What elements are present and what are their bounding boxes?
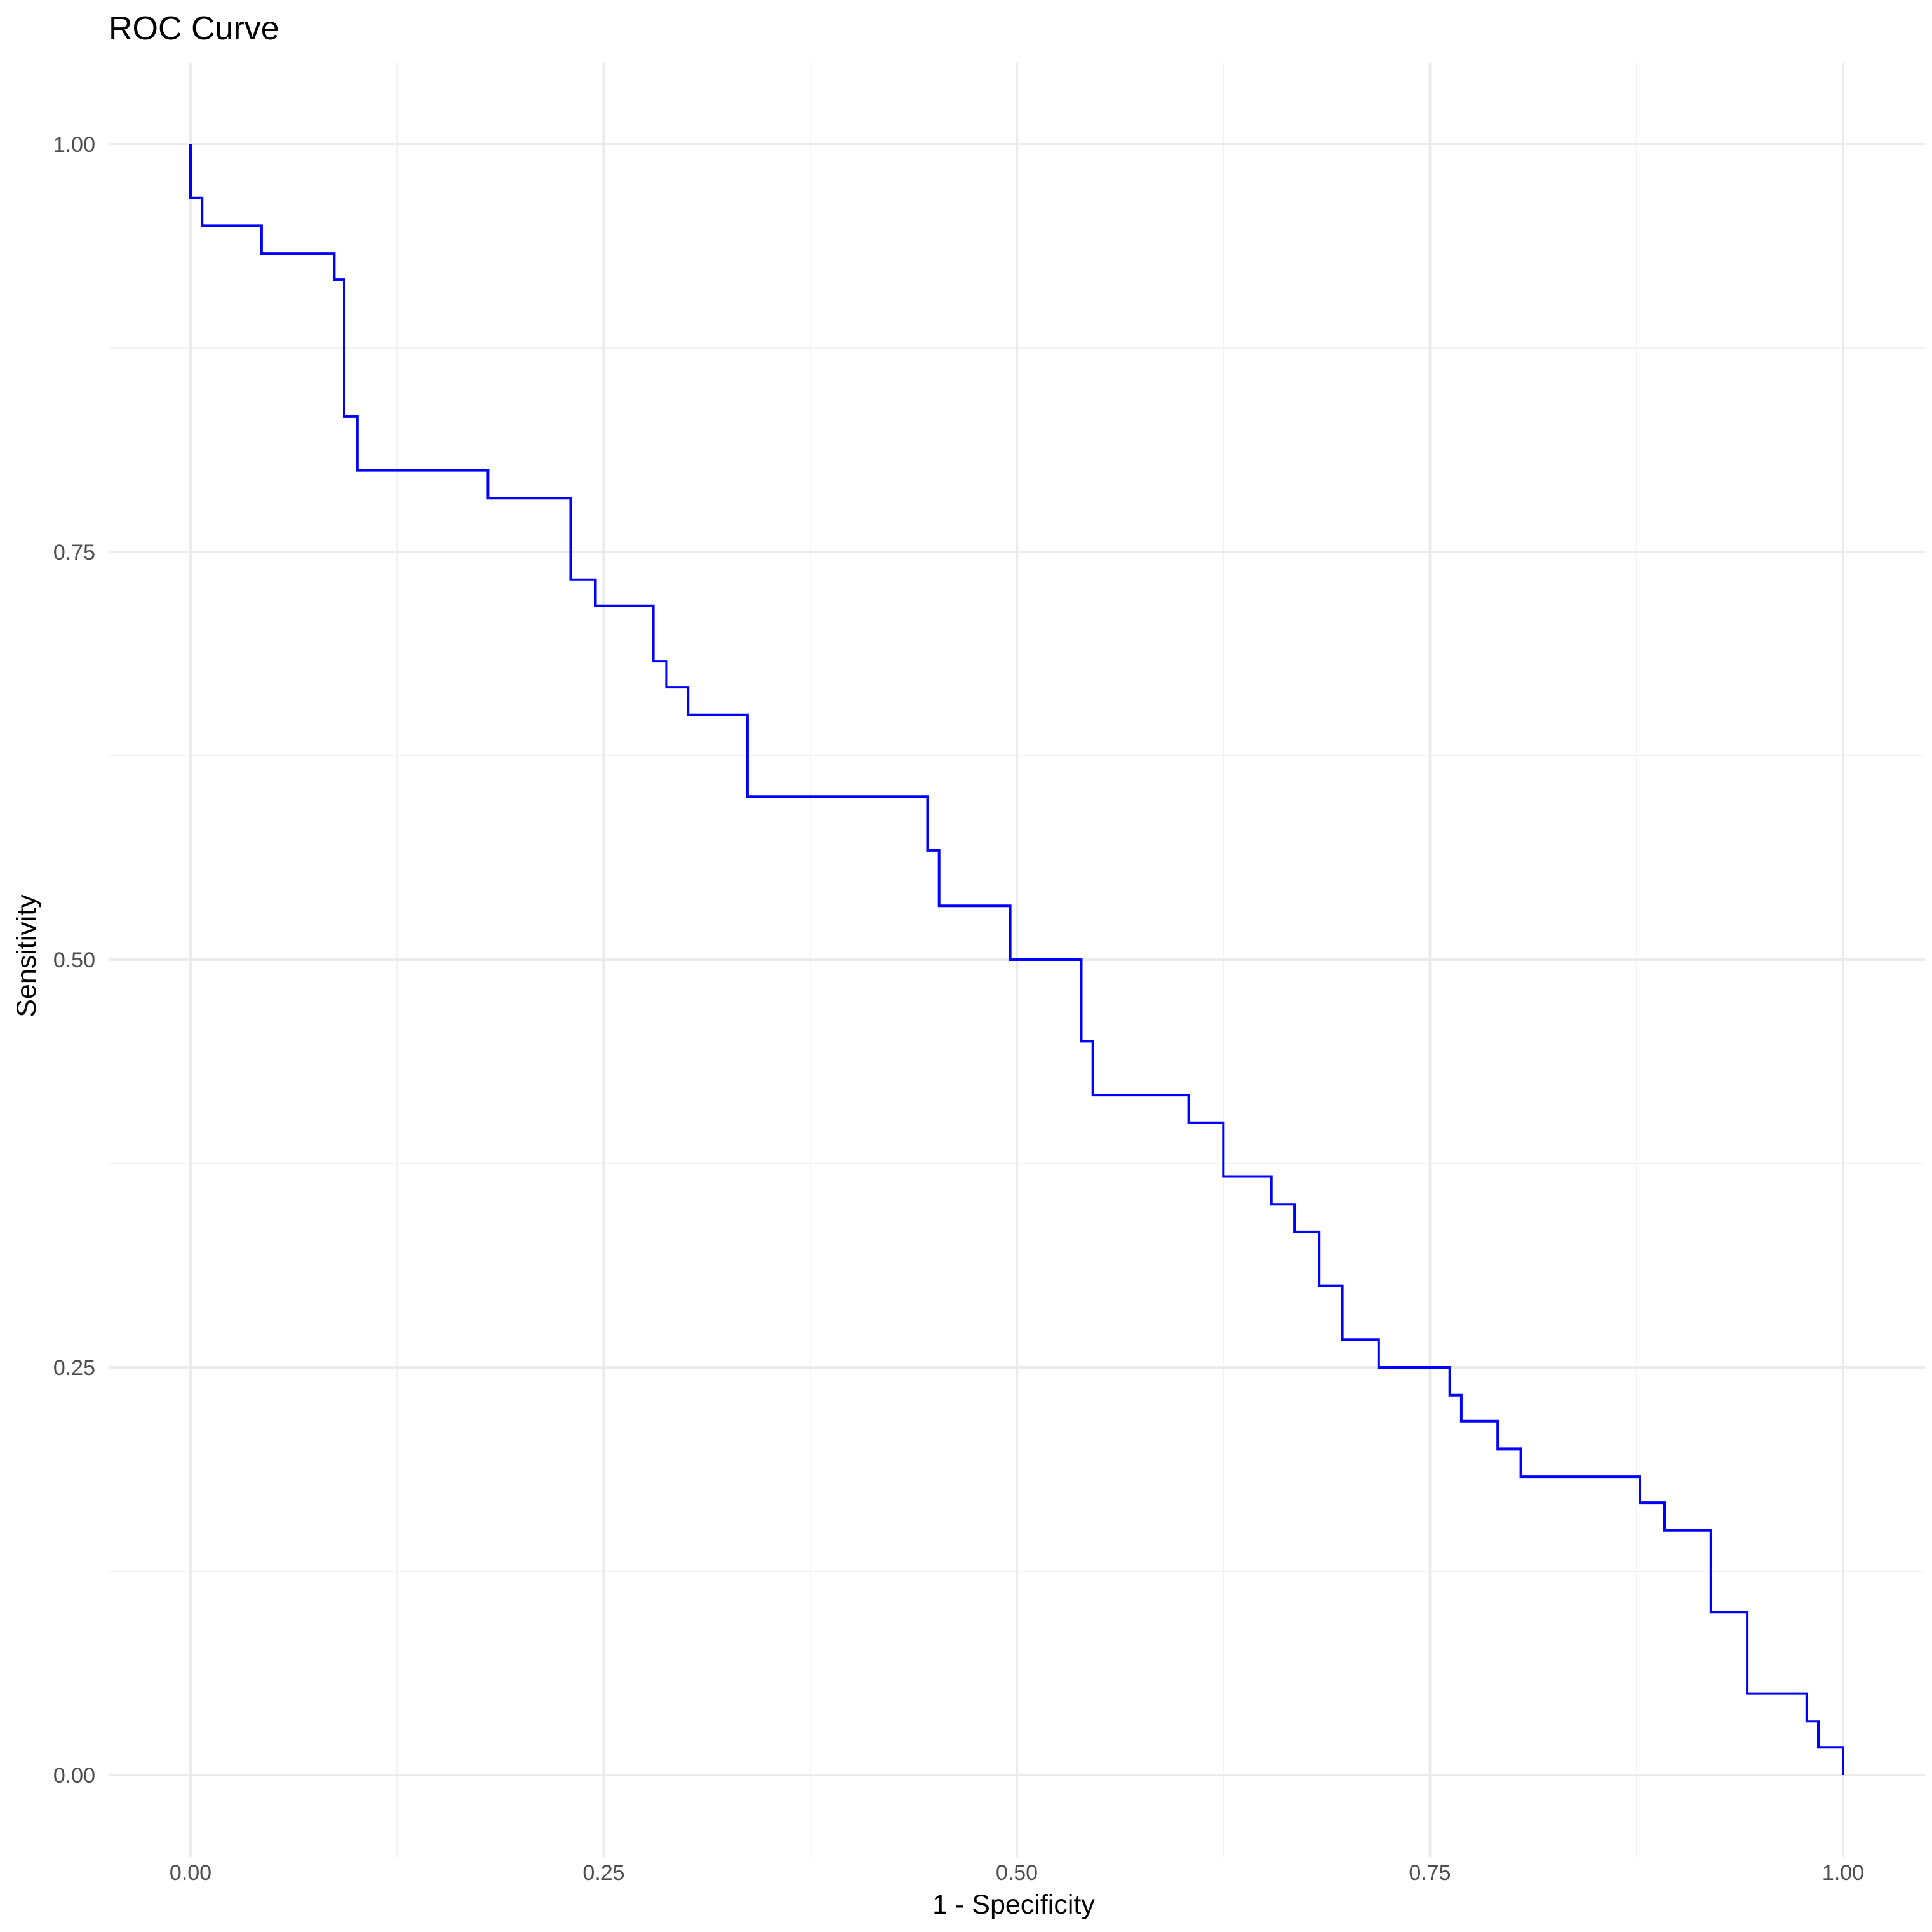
roc-curve-line	[189, 144, 1844, 1775]
y-tick-label: 0.25	[53, 1356, 95, 1380]
x-tick-label: 0.00	[170, 1861, 211, 1885]
y-tick-label: 0.00	[53, 1764, 95, 1788]
x-axis-tick-labels: 0.00 0.25 0.50 0.75 1.00	[170, 1861, 1864, 1885]
y-tick-label: 0.75	[53, 540, 95, 565]
chart-title: ROC Curve	[109, 10, 279, 47]
x-tick-label: 0.50	[996, 1861, 1038, 1885]
x-axis-title: 1 - Specificity	[932, 1889, 1095, 1920]
y-axis-tick-labels: 0.00 0.25 0.50 0.75 1.00	[53, 133, 95, 1788]
y-axis-title: Sensitivity	[11, 894, 42, 1017]
y-tick-label: 1.00	[53, 133, 95, 157]
x-tick-label: 1.00	[1822, 1861, 1864, 1885]
x-tick-label: 0.25	[582, 1861, 624, 1885]
y-tick-label: 0.50	[53, 948, 95, 972]
x-tick-label: 0.75	[1409, 1861, 1451, 1885]
